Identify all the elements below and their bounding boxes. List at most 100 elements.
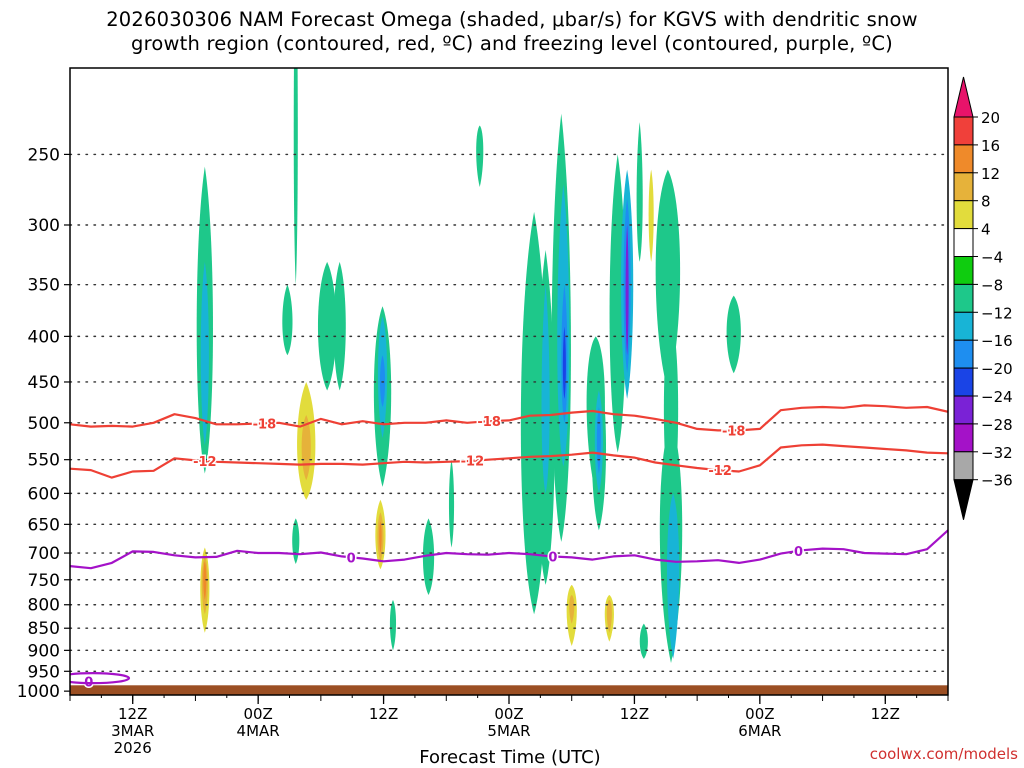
contours: -18 -18-18-12 -12-120 0 00 (70, 404, 948, 692)
contour-label-minus12-0: -12 (193, 455, 217, 470)
colorbar-swatch-4 (953, 228, 974, 258)
y-tick-label-500: 500 (28, 414, 60, 434)
colorbar-swatch-3 (953, 200, 974, 230)
y-tick-label-700: 700 (28, 544, 60, 564)
omega-cell-24 (422, 518, 435, 595)
colorbar-label--12: −12 (981, 304, 1013, 322)
colorbar-label--4: −4 (981, 249, 1003, 267)
colorbar-label--24: −24 (981, 388, 1013, 406)
x-tick-label-30: 12Z (369, 705, 398, 723)
x-tick-date-42: 5MAR (487, 722, 530, 740)
x-tick-date-66: 6MAR (738, 722, 781, 740)
y-tick-label-1000: 1000 (17, 682, 60, 702)
y-axis: 2503003504004505005506006507007508008509… (17, 145, 70, 702)
colorbar-label--20: −20 (981, 360, 1013, 378)
colorbar-label-4: 4 (981, 221, 991, 239)
omega-cell-53 (648, 169, 654, 262)
contour-label-minus12-2: -12 (708, 464, 732, 479)
omega-cell-12 (317, 261, 337, 391)
y-tick-label-350: 350 (28, 276, 60, 296)
colorbar-swatch-11 (953, 423, 974, 453)
colorbar-swatch-7 (953, 311, 974, 341)
colorbar-swatch-0 (953, 116, 974, 146)
y-tick-label-600: 600 (28, 484, 60, 504)
x-axis-label: Forecast Time (UTC) (419, 747, 600, 768)
omega-cell-51 (636, 122, 643, 262)
colorbar-top-arrow (953, 76, 974, 118)
colorbar-label--16: −16 (981, 332, 1013, 350)
contour-label-zero-0: 0 (347, 551, 356, 566)
y-tick-label-850: 850 (28, 619, 60, 639)
y-tick-label-450: 450 (28, 373, 60, 393)
x-tick-label-54: 12Z (620, 705, 649, 723)
contour-line-zero (70, 529, 948, 570)
contour-label-minus18-0: -18 (253, 417, 277, 432)
omega-cell-15 (375, 261, 380, 327)
colorbar-label--8: −8 (981, 276, 1003, 294)
x-tick-label-78: 12Z (871, 705, 900, 723)
terrain (70, 685, 948, 695)
y-tick-label-650: 650 (28, 515, 60, 535)
contour-line-minus18 (70, 404, 948, 432)
omega-cell-33 (562, 326, 566, 399)
y-tick-label-550: 550 (28, 451, 60, 471)
omega-cell-47 (609, 154, 626, 453)
x-tick-label-66: 00Z (745, 705, 774, 723)
omega-cell-46 (611, 623, 622, 651)
x-tick-date-6: 3MAR (111, 722, 154, 740)
x-tick-label-42: 00Z (494, 705, 523, 723)
omega-cell-8 (282, 284, 293, 356)
colorbar-swatch-6 (953, 283, 974, 313)
colorbar-label-16: 16 (981, 137, 1000, 155)
colorbar-label--36: −36 (981, 472, 1013, 490)
colorbar-swatch-9 (953, 367, 974, 397)
contour-line-minus12 (70, 443, 948, 479)
omega-cell-26 (476, 125, 484, 188)
y-tick-label-300: 300 (28, 216, 60, 236)
y-tick-label-250: 250 (28, 145, 60, 165)
x-tick-year-6: 2026 (114, 739, 152, 757)
omega-cell-37 (575, 138, 585, 274)
colorbar-legend: 20 16 12 8 4 −4 −8 −12 −16 −20 −24 −28 −32 −36 (953, 76, 1013, 520)
y-tick-label-750: 750 (28, 571, 60, 591)
y-tick-label-900: 900 (28, 641, 60, 661)
omega-cell-25 (448, 459, 455, 548)
colorbar-label-12: 12 (981, 165, 1000, 183)
omega-cell-45 (606, 599, 612, 633)
omega-cell-59 (666, 493, 680, 659)
colorbar-swatch-10 (953, 395, 974, 425)
omega-cell-50 (625, 224, 629, 356)
omega-cell-5 (203, 561, 207, 600)
omega-shading (196, 68, 741, 672)
omega-cell-23 (389, 599, 397, 651)
contour-label-minus18-2: -18 (722, 424, 746, 439)
y-tick-label-800: 800 (28, 596, 60, 616)
colorbar-swatch-1 (953, 144, 974, 174)
omega-cell-13 (333, 261, 346, 391)
omega-cell-18 (379, 355, 386, 407)
omega-cell-22 (379, 521, 382, 554)
chart-title: 2026030306 NAM Forecast Omega (shaded, μ… (106, 8, 918, 55)
contour-label-minus18-1: -18 (477, 415, 501, 430)
colorbar-label-20: 20 (981, 109, 1000, 127)
contour-label-zero-1: 0 (548, 550, 557, 565)
colorbar-swatch-2 (953, 172, 974, 202)
omega-cell-38 (588, 169, 598, 317)
x-tick-label-18: 00Z (243, 705, 272, 723)
colorbar-swatch-5 (953, 256, 974, 285)
x-tick-date-18: 4MAR (237, 722, 280, 740)
omega-cell-60 (726, 295, 741, 374)
y-tick-label-950: 950 (28, 662, 60, 682)
terrain-fill (70, 685, 948, 695)
colorbar-swatch-8 (953, 339, 974, 369)
omega-cell-7 (293, 68, 298, 285)
colorbar-bottom-arrow (953, 479, 974, 520)
contour-label-minus12-1: -12 (461, 455, 485, 470)
omega-cell-36 (569, 594, 575, 624)
omega-cell-6 (292, 518, 300, 564)
site-credit: coolwx.com/models (869, 745, 1018, 763)
omega-cell-54 (644, 553, 652, 638)
colorbar-swatch-12 (953, 451, 974, 481)
